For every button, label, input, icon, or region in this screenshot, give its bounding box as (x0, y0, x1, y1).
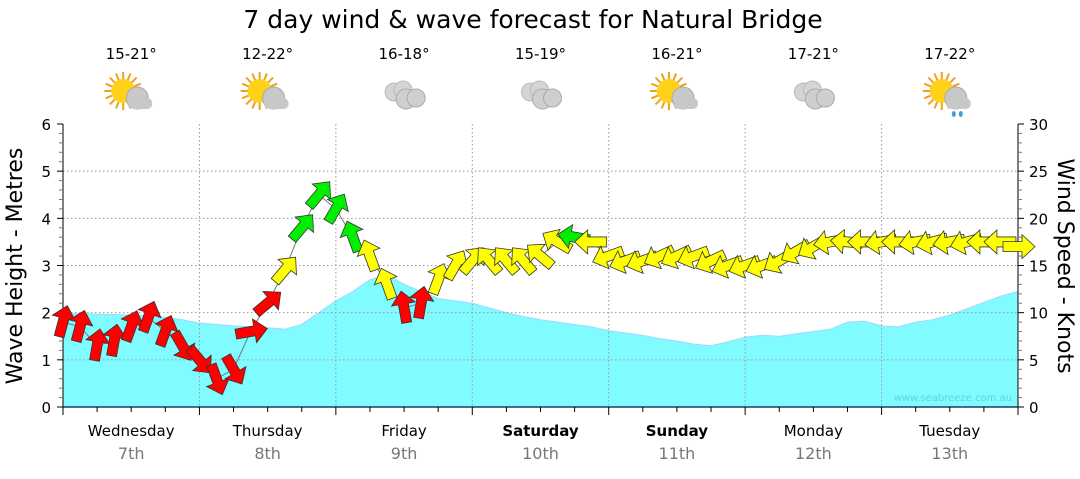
day-temperature: 16-18° (379, 45, 430, 63)
x-date-label: 10th (522, 444, 559, 463)
x-day-label: Wednesday (88, 422, 175, 440)
x-date-label: 9th (391, 444, 418, 463)
x-date-label: 13th (931, 444, 968, 463)
x-day-label: Sunday (646, 422, 709, 440)
wind-arrow-icon (574, 229, 608, 255)
y2-tick-label: 30 (1029, 116, 1048, 134)
wind-arrow-icon (270, 256, 297, 286)
y-tick-label: 1 (41, 352, 51, 370)
watermark: www.seabreeze.com.au (894, 393, 1012, 404)
x-day-label: Friday (381, 422, 427, 440)
y-tick-label: 0 (41, 399, 51, 417)
wind-arrow-icon (527, 243, 556, 271)
wind-arrow-icon (234, 318, 268, 344)
y-tick-label: 3 (41, 258, 51, 276)
y2-axis-label: Wind Speed - Knots (1052, 158, 1077, 373)
wind-arrow-icon (339, 220, 364, 254)
partly-cloudy-icon (104, 72, 153, 110)
y2-tick-label: 0 (1029, 399, 1039, 417)
day-temperature: 17-22° (924, 45, 975, 63)
cloud (815, 88, 835, 108)
y2-tick-label: 25 (1029, 163, 1048, 181)
day-temperature: 16-21° (651, 45, 702, 63)
x-day-label: Saturday (502, 422, 579, 440)
cloud (264, 98, 289, 109)
x-date-label: 12th (795, 444, 832, 463)
wave-height-area (62, 274, 1019, 408)
cloud (128, 98, 153, 109)
shower-icon (922, 72, 971, 117)
day-temperature: 17-21° (788, 45, 839, 63)
y2-tick-label: 20 (1029, 210, 1048, 228)
partly-cloudy-icon (649, 72, 698, 110)
wind-arrow-icon (542, 228, 574, 255)
y-tick-label: 4 (41, 210, 51, 228)
raindrop (958, 111, 963, 117)
cloud (673, 98, 698, 109)
y2-tick-label: 15 (1029, 258, 1048, 276)
cloud (946, 98, 971, 109)
day-temperature: 15-21° (106, 45, 157, 63)
wind-arrow-icon (137, 300, 162, 334)
x-date-label: 7th (118, 444, 145, 463)
wind-arrow-icon (373, 267, 398, 301)
partly-cloudy-icon (240, 72, 289, 110)
y-tick-label: 5 (41, 163, 51, 181)
wind-arrow-icon (409, 285, 435, 320)
wind-arrow-icon (323, 193, 349, 225)
wind-arrow-icon (356, 239, 381, 273)
cloudy-icon (384, 80, 426, 110)
y-axis-label: Wave Height - Metres (3, 148, 28, 385)
y2-tick-label: 5 (1029, 352, 1039, 370)
cloud (406, 88, 426, 108)
x-date-label: 11th (659, 444, 696, 463)
x-day-label: Tuesday (918, 422, 980, 440)
y2-tick-label: 10 (1029, 305, 1048, 323)
y-tick-label: 6 (41, 116, 51, 134)
wind-arrow-icon (287, 214, 314, 244)
raindrop (951, 111, 956, 117)
wind-arrow-icon (68, 309, 94, 344)
cloud (543, 88, 562, 108)
wind-arrow-icon (592, 245, 626, 270)
y-tick-label: 2 (41, 305, 51, 323)
cloudy-icon (521, 80, 562, 110)
wind-arrow-icon (185, 344, 212, 374)
wind-arrow-icon (695, 249, 728, 275)
chart-title: 7 day wind & wave forecast for Natural B… (243, 5, 822, 34)
x-day-label: Thursday (232, 422, 303, 440)
x-date-label: 8th (254, 444, 281, 463)
day-temperature: 12-22° (242, 45, 293, 63)
wind-arrow-icon (390, 290, 417, 325)
wind-arrow-icon (252, 291, 282, 318)
wind-arrow-icon (1002, 233, 1036, 260)
wind-arrow-icon (221, 353, 247, 385)
cloudy-icon (793, 80, 835, 110)
day-temperature: 15-19° (515, 45, 566, 63)
x-day-label: Monday (784, 422, 843, 440)
